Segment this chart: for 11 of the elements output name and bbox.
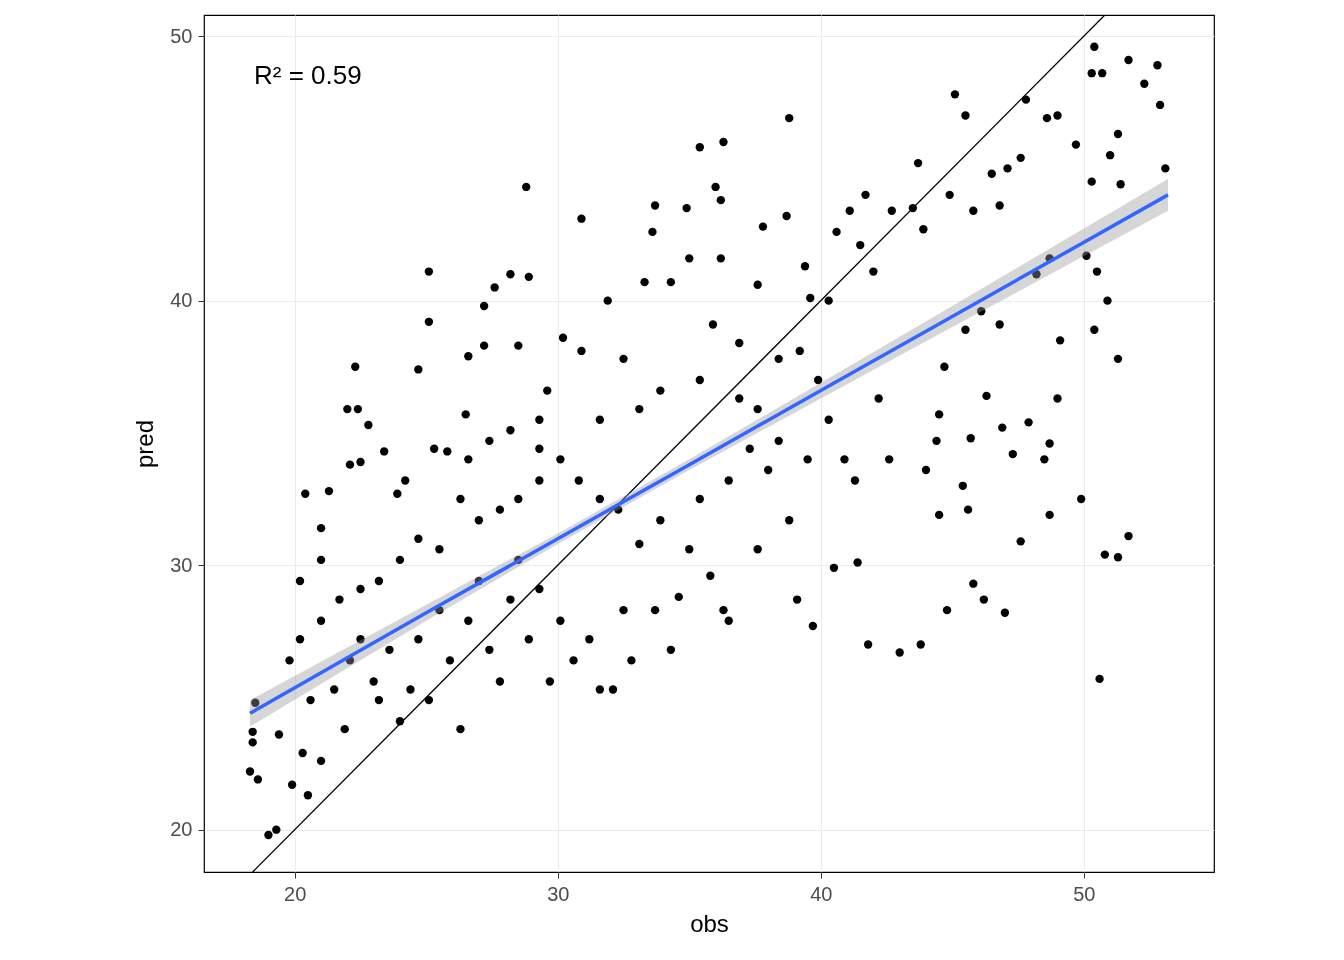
x-axis-title: obs [690,909,729,937]
x-tick-label: 40 [810,882,833,905]
y-tick-label: 30 [170,553,193,576]
annotation: R² = 0.59 [254,60,362,90]
y-tick-label: 40 [170,289,193,312]
y-tick-label: 50 [170,24,193,47]
x-tick-label: 30 [547,882,570,905]
y-tick-label: 20 [170,818,193,841]
y-axis-title: pred [131,419,159,469]
x-tick-label: 20 [284,882,307,905]
x-tick-label: 50 [1073,882,1096,905]
